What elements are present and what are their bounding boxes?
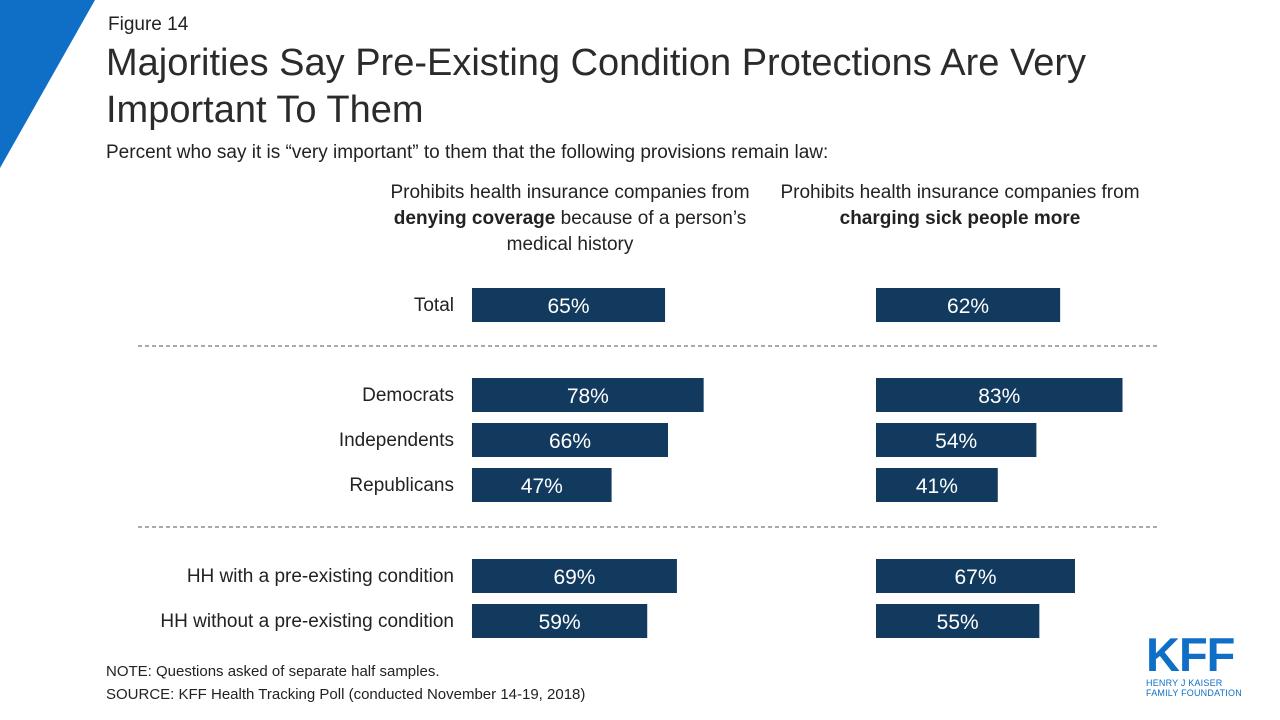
panel-header-denying-coverage: Prohibits health insurance companies fro… <box>370 180 770 258</box>
bar <box>876 423 1037 457</box>
kff-logo: KFF HENRY J KAISER FAMILY FOUNDATION <box>1146 628 1246 698</box>
category-label: Republicans <box>349 475 454 496</box>
category-label: HH without a pre-existing condition <box>160 611 454 632</box>
bar <box>876 468 998 502</box>
panel-header-text: Prohibits health insurance companies fro… <box>390 182 750 203</box>
chart-subtitle: Percent who say it is “very important” t… <box>106 142 829 163</box>
logo-mark: KFF <box>1146 628 1235 681</box>
data-label: 67% <box>954 566 996 589</box>
panel-header-charging-sick: Prohibits health insurance companies fro… <box>770 180 1150 232</box>
chart-title: Majorities Say Pre-Existing Condition Pr… <box>106 42 1086 131</box>
panel-header-text: because of a person’s medical history <box>506 208 747 255</box>
bar <box>876 378 1123 412</box>
note-text: NOTE: Questions asked of separate half s… <box>106 663 440 680</box>
source-text: SOURCE: KFF Health Tracking Poll (conduc… <box>106 686 586 703</box>
panel-header-text: Prohibits health insurance companies fro… <box>780 182 1140 203</box>
panel-header-bold: denying coverage <box>393 208 556 229</box>
data-label: 59% <box>539 611 581 634</box>
category-label: Total <box>414 295 454 316</box>
data-label: 83% <box>978 385 1020 408</box>
bar <box>472 423 669 457</box>
data-label: 62% <box>947 295 989 318</box>
bar <box>876 604 1040 638</box>
bar <box>876 559 1075 593</box>
data-label: 47% <box>521 475 563 498</box>
bar <box>472 378 704 412</box>
category-label: Democrats <box>362 385 454 406</box>
data-label: 65% <box>548 295 590 318</box>
bar <box>472 288 666 322</box>
figure-label: Figure 14 <box>108 14 189 35</box>
data-label: 55% <box>937 611 979 634</box>
logo-line-1: HENRY J KAISER <box>1146 678 1223 688</box>
data-label: 66% <box>549 430 591 453</box>
corner-accent <box>0 0 95 168</box>
data-label: 54% <box>935 430 977 453</box>
category-label: Independents <box>339 430 454 451</box>
bar <box>472 559 677 593</box>
logo-line-2: FAMILY FOUNDATION <box>1146 688 1242 698</box>
bar <box>876 288 1061 322</box>
bar <box>472 468 612 502</box>
bar <box>472 604 648 638</box>
data-label: 41% <box>916 475 958 498</box>
data-label: 78% <box>567 385 609 408</box>
category-label: HH with a pre-existing condition <box>187 566 454 587</box>
data-label: 69% <box>553 566 595 589</box>
panel-header-bold: charging sick people more <box>839 208 1081 229</box>
